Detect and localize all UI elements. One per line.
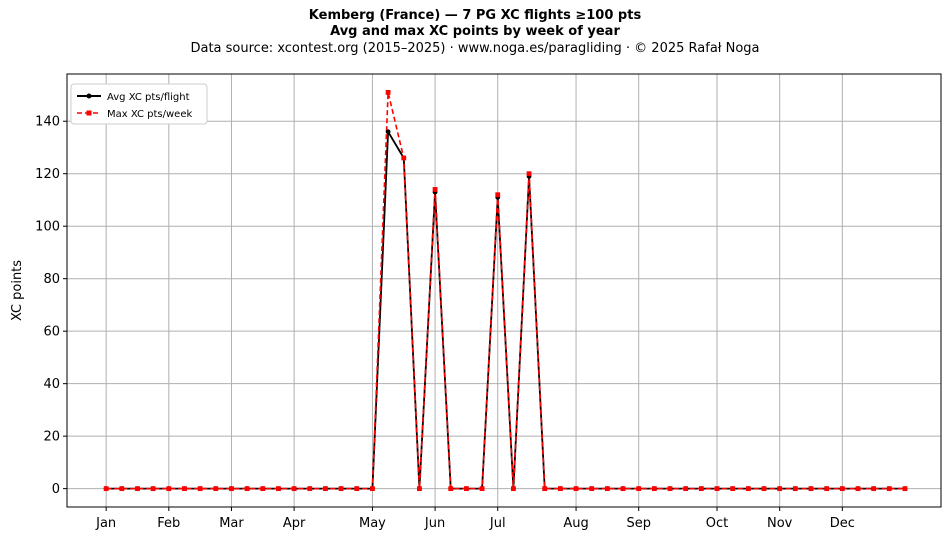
max-point <box>448 486 454 492</box>
max-point <box>824 486 830 492</box>
max-point <box>526 171 532 177</box>
axis-ticks: 0 20 40 60 80 100 120 140 Jan Feb Mar Apr May Jun Jul A… <box>35 115 855 531</box>
grid-lines <box>67 74 941 507</box>
x-tick-label-aug: Aug <box>563 516 588 531</box>
max-point <box>244 486 250 492</box>
legend-max-label: Max XC pts/week <box>107 109 192 120</box>
legend: Avg XC pts/flight Max XC pts/week <box>70 83 208 125</box>
max-point <box>276 486 281 492</box>
max-point <box>542 486 548 492</box>
legend-avg-marker <box>86 93 92 99</box>
max-point <box>761 486 767 492</box>
chart-titles: Kemberg (France) — 7 PG XC flights ≥100 … <box>0 8 950 57</box>
max-point <box>479 486 485 492</box>
max-point <box>573 486 579 492</box>
x-tick-label-sep: Sep <box>626 516 651 531</box>
max-point <box>808 486 814 492</box>
max-point <box>370 486 375 492</box>
avg-point <box>385 129 391 135</box>
max-point <box>323 486 328 492</box>
y-tick-label: 80 <box>43 272 60 287</box>
max-point <box>182 486 187 492</box>
y-axis-label: XC points <box>10 260 25 321</box>
max-point <box>354 486 360 492</box>
max-point <box>839 486 845 492</box>
max-point <box>307 486 313 492</box>
max-point <box>886 486 892 492</box>
max-point <box>777 486 783 492</box>
max-point <box>902 486 908 492</box>
y-tick-label: 60 <box>43 325 60 340</box>
chart-subtitle: Avg and max XC points by week of year <box>330 24 620 39</box>
x-tick-label-feb: Feb <box>157 516 180 531</box>
x-tick-label-dec: Dec <box>830 516 855 531</box>
max-point <box>291 486 297 492</box>
x-tick-label-jan: Jan <box>95 516 116 531</box>
max-point <box>557 486 563 492</box>
chart-title: Kemberg (France) — 7 PG XC flights ≥100 … <box>308 8 642 23</box>
max-point <box>432 187 438 192</box>
series-layer <box>103 89 908 492</box>
max-point <box>667 486 673 492</box>
max-point <box>229 486 234 492</box>
max-point <box>464 486 469 492</box>
max-point <box>103 486 109 492</box>
max-point <box>385 89 391 95</box>
max-point <box>698 486 704 492</box>
max-point <box>636 486 642 492</box>
max-point <box>792 486 798 492</box>
series-max-line <box>106 91 905 490</box>
max-point <box>401 155 407 161</box>
max-point <box>589 486 595 492</box>
max-point <box>135 486 140 492</box>
max-point <box>417 486 422 492</box>
max-point <box>604 486 610 492</box>
y-tick-label: 0 <box>52 482 60 497</box>
max-point <box>714 486 720 492</box>
x-tick-label-jun: Jun <box>424 516 445 531</box>
max-point <box>338 486 344 492</box>
y-tick-label: 140 <box>35 115 60 130</box>
max-point <box>119 486 125 492</box>
series-avg-line <box>106 130 905 490</box>
x-tick-label-may: May <box>359 516 386 531</box>
y-tick-label: 40 <box>43 377 60 392</box>
y-tick-label: 100 <box>35 220 60 235</box>
legend-max-marker <box>86 110 92 116</box>
x-tick-label-jul: Jul <box>489 516 506 531</box>
x-tick-label-apr: Apr <box>283 516 306 531</box>
x-tick-label-oct: Oct <box>706 516 728 531</box>
max-point <box>260 486 266 492</box>
max-point <box>510 486 516 492</box>
max-point <box>871 486 877 492</box>
max-point <box>855 486 861 492</box>
max-point <box>166 486 172 492</box>
y-tick-label: 20 <box>43 430 60 445</box>
x-tick-label-mar: Mar <box>219 516 244 531</box>
chart-source: Data source: xcontest.org (2015–2025) · … <box>190 41 760 56</box>
axes-frame <box>66 73 942 508</box>
max-point <box>651 486 657 492</box>
max-point <box>495 192 501 198</box>
max-point <box>730 486 736 492</box>
x-tick-label-nov: Nov <box>767 516 793 531</box>
y-tick-label: 120 <box>35 167 60 182</box>
max-point <box>683 486 689 492</box>
legend-box <box>70 83 208 125</box>
max-point <box>745 486 751 492</box>
legend-avg-label: Avg XC pts/flight <box>107 92 190 103</box>
max-point <box>620 486 626 492</box>
max-point <box>150 486 156 492</box>
max-point <box>197 486 203 492</box>
max-point <box>213 486 219 492</box>
